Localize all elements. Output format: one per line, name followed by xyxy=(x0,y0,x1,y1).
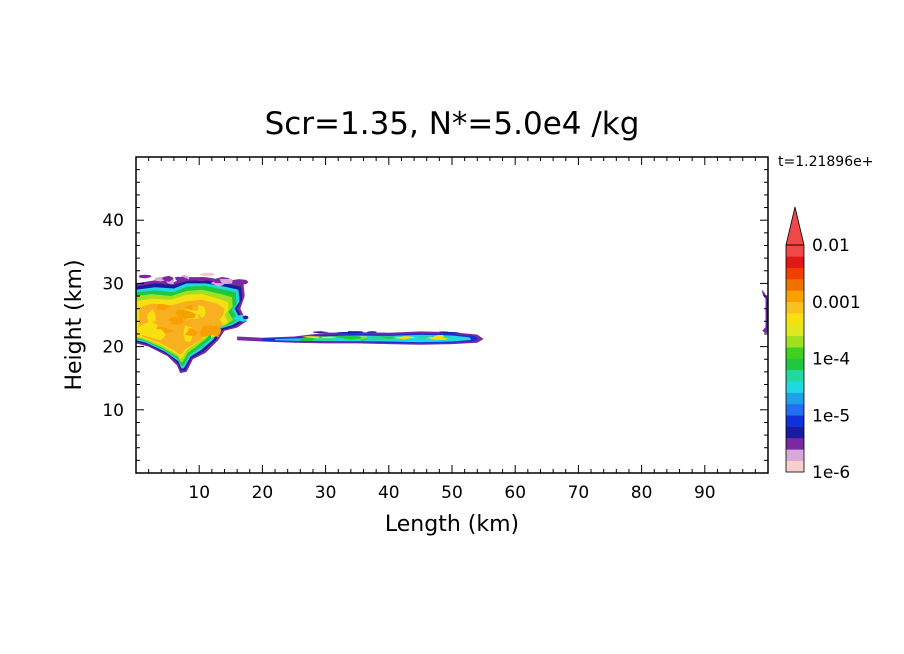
field-contour xyxy=(147,309,156,323)
colorbar-swatch xyxy=(786,426,804,439)
field-contour xyxy=(429,337,448,340)
x-tick-label: 30 xyxy=(315,483,337,503)
field-contour xyxy=(312,331,330,334)
colorbar-label: 0.01 xyxy=(812,236,850,256)
colorbar-label: 1e-4 xyxy=(812,350,850,370)
colorbar-swatch xyxy=(786,279,804,291)
field-contour xyxy=(418,334,430,339)
field-contour xyxy=(151,328,166,341)
field-contour xyxy=(161,275,174,282)
field-contour xyxy=(242,315,249,320)
colorbar-swatch xyxy=(786,403,804,416)
field-contour xyxy=(761,289,768,334)
field-contour xyxy=(138,274,152,279)
x-tick-label: 40 xyxy=(378,483,400,503)
colorbar: 0.01 0.001 1e-4 1e-5 1e-6 xyxy=(785,206,861,483)
colorbar-swatch xyxy=(786,449,804,461)
field-contour xyxy=(232,279,249,285)
field-contour xyxy=(367,331,378,333)
field-contour xyxy=(199,325,217,338)
x-tick-label: 80 xyxy=(631,483,653,503)
x-tick-label: 60 xyxy=(504,483,526,503)
field-contour xyxy=(168,317,184,325)
field-contour xyxy=(199,272,215,277)
x-tick-label: 90 xyxy=(694,483,716,503)
field-contour xyxy=(438,331,450,333)
colorbar-swatch xyxy=(786,267,804,280)
x-tick-label: 10 xyxy=(188,483,210,503)
colorbar-swatch xyxy=(786,347,804,359)
colorbar-swatch xyxy=(786,313,804,325)
colorbar-label: 0.001 xyxy=(812,293,861,313)
y-tick-label: 10 xyxy=(102,401,124,421)
time-label: t=1.21896e+ xyxy=(778,154,874,170)
field-contour xyxy=(194,277,207,282)
y-tick-label: 30 xyxy=(102,274,124,294)
x-tick-label: 70 xyxy=(568,483,590,503)
colorbar-swatch xyxy=(786,324,804,337)
colorbar-frame xyxy=(785,244,805,473)
colorbar-swatch xyxy=(786,358,804,371)
field-contour xyxy=(175,309,197,319)
y-tick-label: 40 xyxy=(102,211,124,231)
colorbar-extend-arrow xyxy=(785,206,805,246)
colorbar-swatch xyxy=(786,392,804,405)
field-contour xyxy=(219,278,233,284)
field-contour xyxy=(196,305,206,318)
colorbar-swatch xyxy=(786,290,804,303)
field-contour xyxy=(313,338,339,341)
field-contour xyxy=(393,336,416,340)
field-contour xyxy=(176,276,189,283)
colorbar-swatch xyxy=(786,437,804,450)
colorbar-swatch xyxy=(786,245,804,257)
field-contour xyxy=(298,337,317,342)
colorbar-swatch xyxy=(786,415,804,427)
x-tick-label: 20 xyxy=(252,483,274,503)
colorbar-swatch xyxy=(786,381,804,393)
field-contour xyxy=(184,327,198,336)
field-contour xyxy=(363,337,387,339)
colorbar-swatch xyxy=(786,369,804,382)
y-tick-label: 20 xyxy=(102,338,124,358)
field-contour xyxy=(336,332,355,334)
field-contour xyxy=(156,304,172,310)
colorbar-swatch xyxy=(786,256,804,268)
y-axis-label: Height (km) xyxy=(62,259,87,390)
x-tick-label: 50 xyxy=(441,483,463,503)
colorbar-swatch xyxy=(786,460,804,473)
ticks-layer: 10 20 30 40 50 60 70 80 90 10 20 30 40 xyxy=(102,157,768,503)
colorbar-label: 1e-6 xyxy=(812,463,850,483)
field-contour xyxy=(332,335,358,339)
x-axis-label: Length (km) xyxy=(385,512,519,537)
colorbar-label: 1e-5 xyxy=(812,406,850,426)
colorbar-swatch xyxy=(786,335,804,348)
chart-title: Scr=1.35, N*=5.0e4 /kg xyxy=(264,106,640,142)
field-layer xyxy=(136,272,768,374)
colorbar-swatch xyxy=(786,301,804,314)
